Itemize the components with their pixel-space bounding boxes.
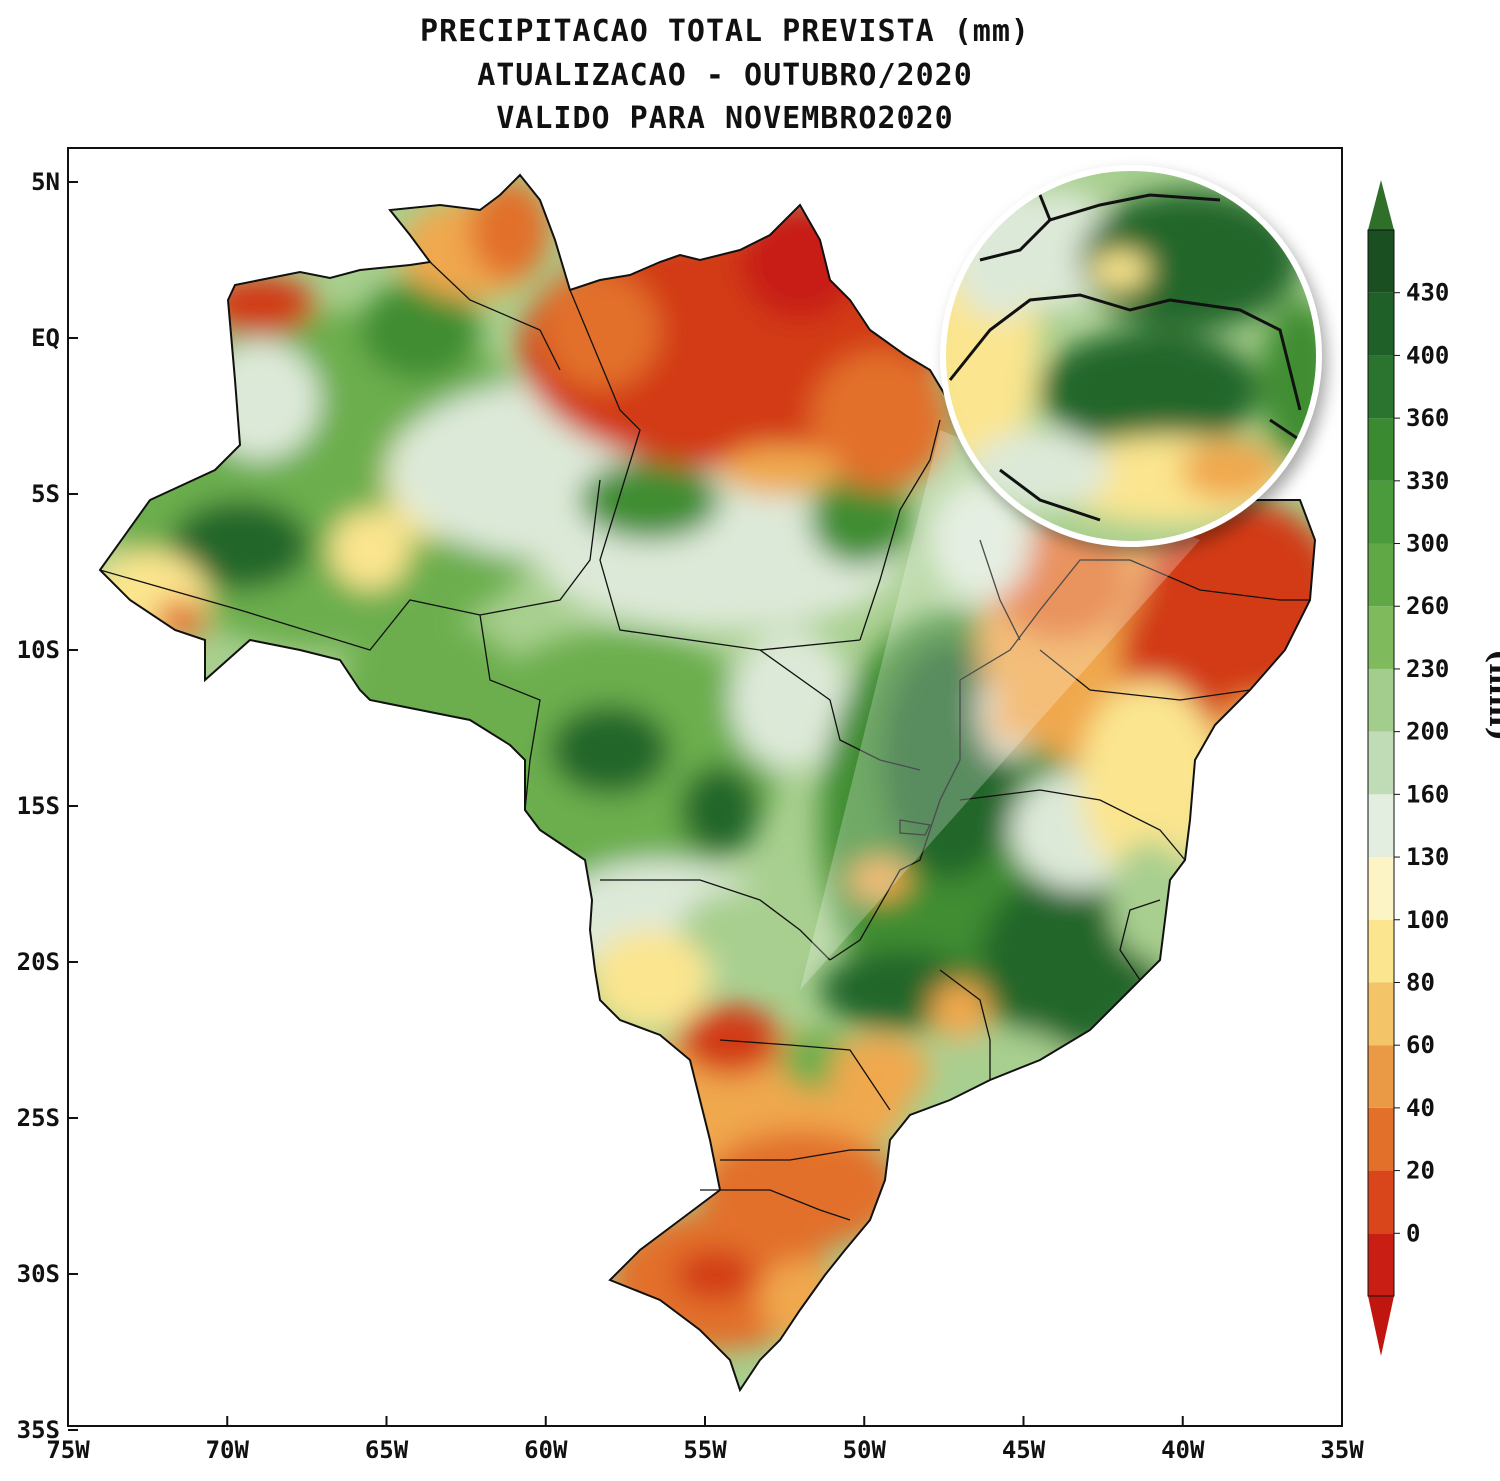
legend-swatch bbox=[1368, 1233, 1394, 1296]
legend-bar-frame bbox=[1367, 229, 1395, 1297]
legend-swatch bbox=[1368, 919, 1394, 983]
zoom-cone bbox=[800, 430, 1200, 990]
x-tick-label: 60W bbox=[524, 1436, 568, 1464]
legend-value-label: 130 bbox=[1406, 843, 1449, 871]
legend-swatch bbox=[1368, 418, 1394, 481]
legend-value-label: 160 bbox=[1406, 780, 1449, 808]
legend-swatch bbox=[1368, 355, 1394, 419]
zoom-inset-border bbox=[940, 165, 1322, 547]
legend-value-label: 430 bbox=[1406, 279, 1449, 307]
legend-value-label: 0 bbox=[1406, 1219, 1420, 1247]
y-axis: 5N EQ 5S 10S 15S 20S 25S 30S 35S bbox=[17, 168, 78, 1444]
legend-value-label: 400 bbox=[1406, 341, 1449, 369]
legend-swatch bbox=[1368, 982, 1394, 1046]
map-subtitle-update: ATUALIZACAO - OUTUBRO/2020 bbox=[477, 58, 973, 93]
x-tick-label: 75W bbox=[46, 1436, 90, 1464]
x-tick-label: 50W bbox=[843, 1436, 887, 1464]
y-tick-label: 5S bbox=[31, 480, 60, 508]
map-subtitle-validity: VALIDO PARA NOVEMBRO2020 bbox=[496, 101, 954, 136]
color-legend: 0 20 40 60 80 100 130 160 200 230 260 300 330 360 400 4… bbox=[1367, 180, 1449, 1356]
legend-value-label: 40 bbox=[1406, 1094, 1435, 1122]
legend-value-label: 100 bbox=[1406, 906, 1449, 934]
y-tick-label: 25S bbox=[17, 1104, 60, 1132]
legend-swatch bbox=[1368, 857, 1394, 920]
x-tick-label: 35W bbox=[1320, 1436, 1364, 1464]
x-tick-label: 55W bbox=[683, 1436, 727, 1464]
legend-swatch bbox=[1368, 668, 1394, 732]
x-tick-label: 40W bbox=[1161, 1436, 1205, 1464]
x-tick-label: 70W bbox=[206, 1436, 250, 1464]
y-tick-label: 30S bbox=[17, 1260, 60, 1288]
y-tick-label: 5N bbox=[31, 168, 60, 196]
legend-value-label: 330 bbox=[1406, 467, 1449, 495]
legend-value-label: 230 bbox=[1406, 655, 1449, 683]
y-tick-label: 15S bbox=[17, 792, 60, 820]
legend-value-label: 20 bbox=[1406, 1157, 1435, 1185]
legend-swatch bbox=[1368, 606, 1394, 669]
legend-value-label: 260 bbox=[1406, 592, 1449, 620]
legend-value-label: 360 bbox=[1406, 404, 1449, 432]
legend-swatch bbox=[1368, 543, 1394, 607]
legend-swatch bbox=[1368, 731, 1394, 795]
state-borders bbox=[99, 261, 1310, 1221]
legend-value-label: 80 bbox=[1406, 968, 1435, 996]
map-title: PRECIPITACAO TOTAL PREVISTA (mm) bbox=[420, 14, 1030, 49]
legend-swatch bbox=[1368, 230, 1394, 293]
brazil-border bbox=[98, 173, 1317, 1393]
legend-swatch bbox=[1368, 1170, 1394, 1234]
legend-value-label: 60 bbox=[1406, 1031, 1435, 1059]
y-tick-label: 20S bbox=[17, 948, 60, 976]
y-tick-label: 10S bbox=[17, 636, 60, 664]
y-tick-label: EQ bbox=[31, 324, 60, 352]
legend-swatch bbox=[1368, 1107, 1394, 1171]
legend-value-label: 200 bbox=[1406, 718, 1449, 746]
legend-swatch bbox=[1368, 794, 1394, 858]
legend-swatch bbox=[1368, 1045, 1394, 1108]
y-tick-label: 35S bbox=[17, 1416, 60, 1444]
legend-value-label: 300 bbox=[1406, 530, 1449, 558]
x-axis: 75W 70W 65W 60W 55W 50W 45W 40W 35W bbox=[46, 1416, 1364, 1464]
legend-under-arrow bbox=[1368, 1296, 1394, 1356]
legend-swatch bbox=[1368, 480, 1394, 544]
legend-swatch bbox=[1368, 292, 1394, 356]
legend-over-arrow bbox=[1368, 180, 1394, 230]
x-tick-label: 65W bbox=[365, 1436, 409, 1464]
legend-unit-label: (mm) bbox=[1482, 649, 1500, 741]
x-tick-label: 45W bbox=[1002, 1436, 1046, 1464]
